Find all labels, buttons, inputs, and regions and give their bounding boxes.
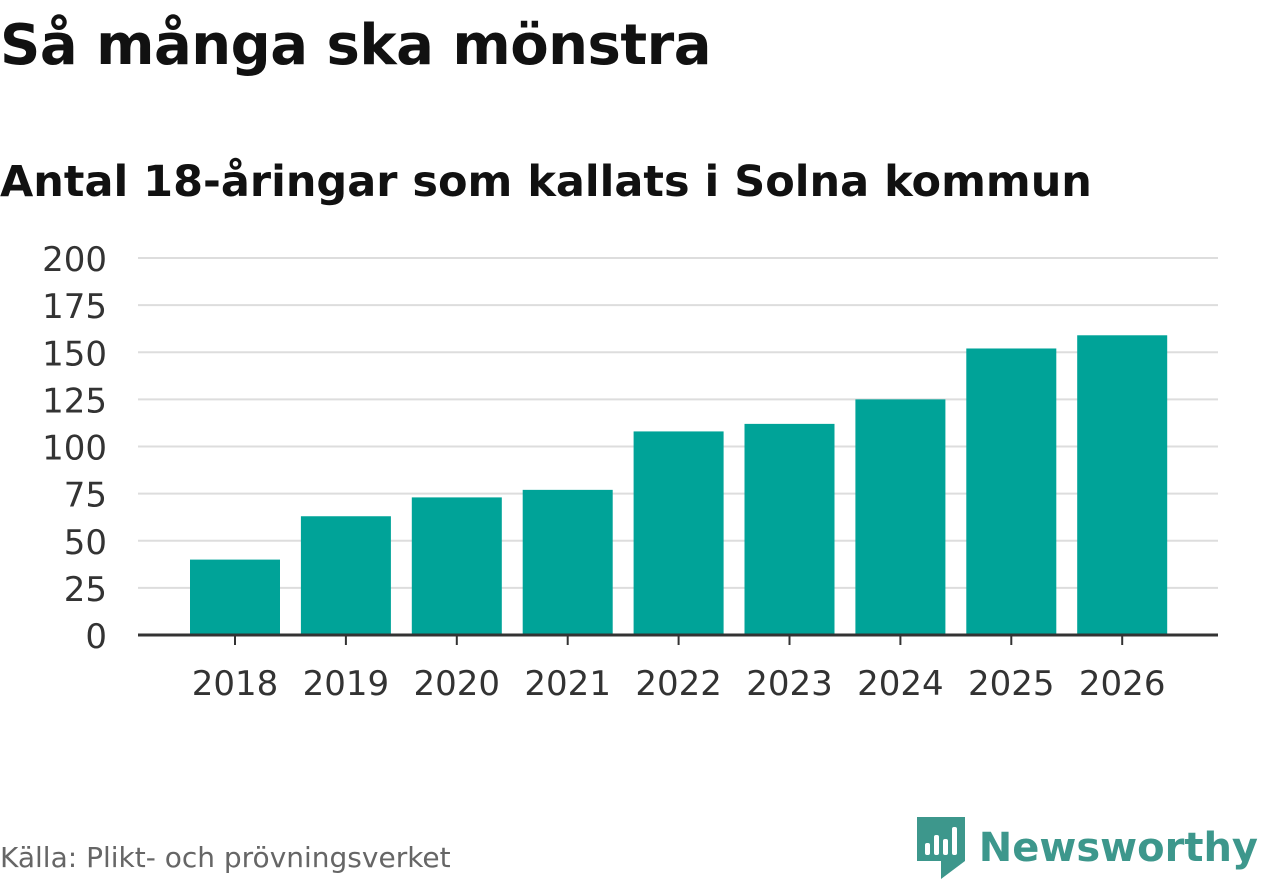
y-tick-label: 0 <box>85 617 107 657</box>
bar-2022 <box>633 431 724 635</box>
y-tick-label: 100 <box>42 429 107 469</box>
x-axis-ticks: 2018 2019 2020 2021 2022 2023 2024 2025 2026 <box>192 635 1166 704</box>
bar-2026 <box>1077 335 1168 635</box>
y-tick-label: 150 <box>42 334 107 374</box>
x-tick-label: 2025 <box>968 664 1055 704</box>
brand-name: Newsworthy <box>978 825 1258 871</box>
bars <box>190 335 1168 635</box>
bar-2021 <box>522 489 613 635</box>
bar-2019 <box>300 516 391 635</box>
x-tick-label: 2026 <box>1079 664 1166 704</box>
y-tick-label: 200 <box>42 240 107 280</box>
newsworthy-icon <box>916 817 965 879</box>
x-tick-label: 2021 <box>524 664 611 704</box>
x-tick-label: 2024 <box>857 664 944 704</box>
y-tick-label: 75 <box>64 476 107 516</box>
bar-2020 <box>411 497 502 635</box>
bar-2025 <box>966 348 1057 635</box>
source-note: Källa: Plikt- och prövningsverket <box>0 841 451 874</box>
x-tick-label: 2018 <box>192 664 279 704</box>
chart-title: Så många ska mönstra <box>0 13 712 78</box>
x-tick-label: 2023 <box>746 664 833 704</box>
bar-2018 <box>190 559 280 635</box>
brand-logo: Newsworthy <box>916 817 1258 879</box>
y-tick-label: 25 <box>64 570 107 610</box>
x-tick-label: 2019 <box>303 664 390 704</box>
y-tick-label: 175 <box>42 287 107 327</box>
bar-2023 <box>744 423 835 635</box>
x-tick-label: 2022 <box>635 664 722 704</box>
y-axis-ticks: 0 25 50 75 100 125 150 175 200 <box>42 240 107 657</box>
bar-2024 <box>855 399 946 635</box>
chart-subtitle: Antal 18-åringar som kallats i Solna kom… <box>0 157 1092 207</box>
x-tick-label: 2020 <box>414 664 501 704</box>
y-tick-label: 125 <box>42 381 107 421</box>
y-tick-label: 50 <box>64 523 107 563</box>
